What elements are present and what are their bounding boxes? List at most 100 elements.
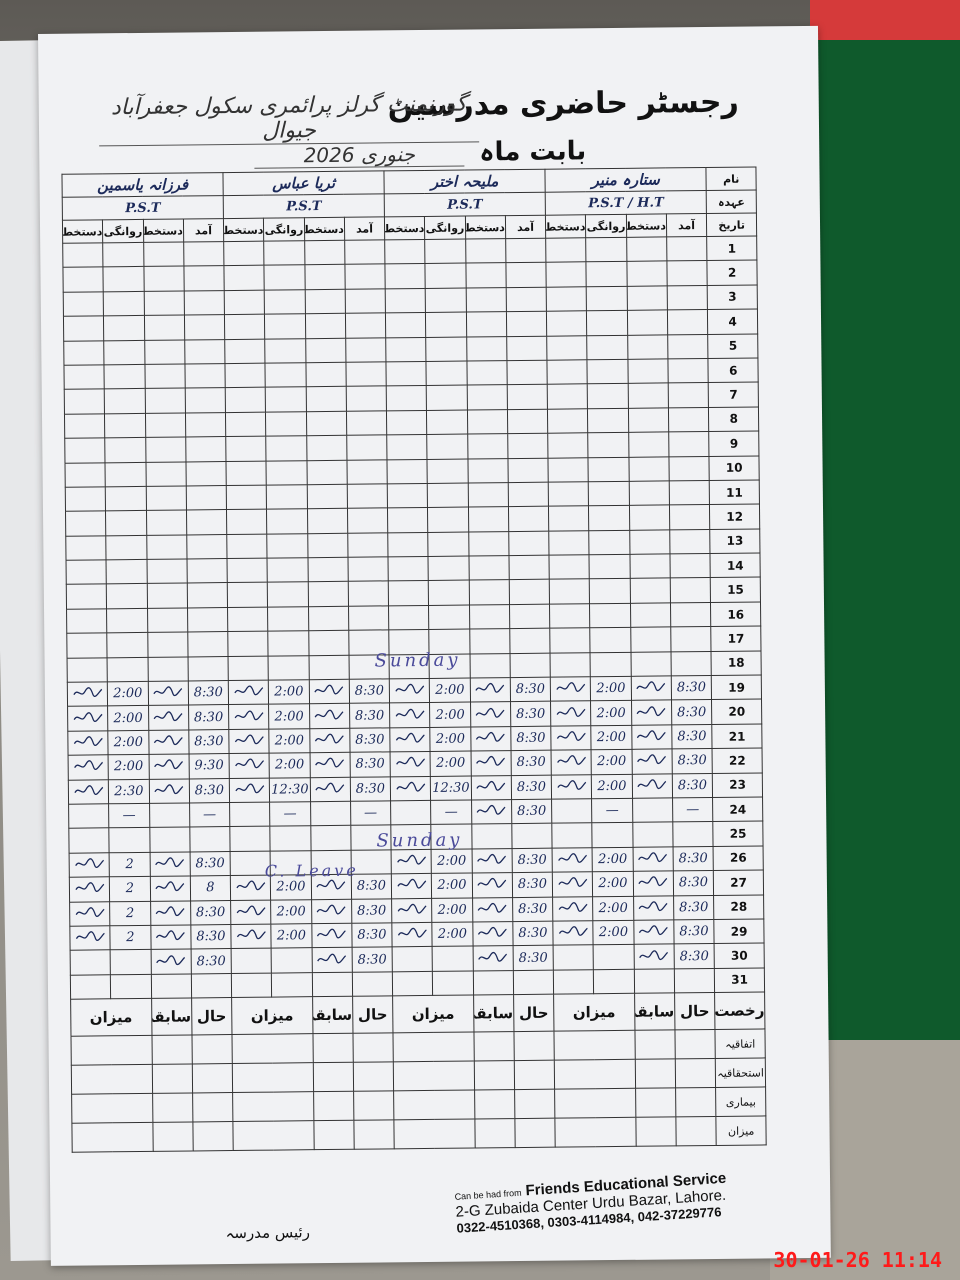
departure-time[interactable]: — xyxy=(430,799,472,825)
departure-time[interactable] xyxy=(104,388,146,414)
departure-signature[interactable] xyxy=(549,554,590,580)
departure-signature[interactable] xyxy=(227,558,268,584)
arrival-signature[interactable] xyxy=(304,264,346,290)
departure-time[interactable] xyxy=(589,603,631,629)
arrival-time[interactable] xyxy=(507,433,549,459)
arrival-time[interactable]: 8:30 xyxy=(671,748,713,774)
departure-signature[interactable] xyxy=(547,432,589,458)
arrival-signature[interactable] xyxy=(311,947,353,973)
arrival-signature[interactable] xyxy=(467,409,508,435)
departure-time[interactable] xyxy=(106,535,147,560)
arrival-time[interactable] xyxy=(345,361,387,387)
departure-time[interactable]: 2:00 xyxy=(270,899,312,925)
arrival-time[interactable] xyxy=(191,973,232,999)
arrival-signature[interactable] xyxy=(629,553,671,579)
departure-signature[interactable] xyxy=(550,725,592,751)
departure-time[interactable] xyxy=(105,437,146,463)
departure-signature[interactable] xyxy=(66,633,108,658)
departure-signature[interactable] xyxy=(224,314,266,340)
departure-signature[interactable] xyxy=(385,263,426,289)
arrival-time[interactable] xyxy=(345,288,386,314)
arrival-signature[interactable] xyxy=(144,388,186,414)
arrival-time[interactable]: 8:30 xyxy=(672,846,714,872)
departure-signature[interactable] xyxy=(65,486,106,512)
arrival-signature[interactable] xyxy=(146,510,187,536)
departure-time[interactable] xyxy=(427,482,469,508)
arrival-time[interactable] xyxy=(670,626,712,652)
arrival-signature[interactable] xyxy=(633,895,674,921)
arrival-time[interactable] xyxy=(346,459,388,485)
arrival-signature[interactable] xyxy=(468,580,510,605)
departure-signature[interactable] xyxy=(67,681,108,707)
departure-time[interactable] xyxy=(427,458,468,484)
summary-cell[interactable] xyxy=(192,1092,233,1123)
summary-cell[interactable] xyxy=(634,1058,676,1089)
departure-signature[interactable] xyxy=(385,288,426,314)
arrival-time[interactable] xyxy=(670,602,711,628)
arrival-time[interactable] xyxy=(344,239,386,265)
arrival-time[interactable] xyxy=(183,290,225,316)
departure-time[interactable] xyxy=(106,608,148,634)
departure-signature[interactable] xyxy=(63,315,105,341)
departure-time[interactable] xyxy=(104,364,145,390)
departure-signature[interactable] xyxy=(226,509,268,535)
arrival-time[interactable] xyxy=(666,260,708,286)
departure-time[interactable]: 12:30 xyxy=(269,777,311,803)
arrival-signature[interactable] xyxy=(306,484,348,510)
summary-cell[interactable] xyxy=(313,1091,354,1121)
departure-time[interactable] xyxy=(586,237,627,263)
departure-time[interactable] xyxy=(426,409,468,435)
departure-signature[interactable] xyxy=(548,481,589,507)
summary-cell[interactable] xyxy=(312,1062,354,1092)
departure-signature[interactable] xyxy=(67,730,109,756)
arrival-time[interactable] xyxy=(183,265,225,291)
arrival-signature[interactable] xyxy=(150,924,191,950)
departure-signature[interactable] xyxy=(548,457,589,483)
departure-time[interactable] xyxy=(426,360,467,386)
summary-cell[interactable] xyxy=(152,1093,193,1123)
arrival-time[interactable]: 8:30 xyxy=(190,948,232,974)
arrival-signature[interactable] xyxy=(626,285,668,311)
arrival-time[interactable] xyxy=(184,314,225,340)
arrival-signature[interactable] xyxy=(311,898,352,924)
summary-cell[interactable] xyxy=(192,1063,233,1094)
arrival-signature[interactable] xyxy=(467,482,509,508)
arrival-time[interactable] xyxy=(670,577,711,603)
departure-time[interactable]: 2:00 xyxy=(592,871,634,897)
arrival-signature[interactable] xyxy=(471,799,512,825)
departure-time[interactable] xyxy=(427,507,469,533)
arrival-time[interactable] xyxy=(347,532,389,558)
departure-signature[interactable] xyxy=(224,338,266,364)
departure-signature[interactable] xyxy=(387,507,429,533)
departure-signature[interactable] xyxy=(389,678,430,704)
arrival-time[interactable] xyxy=(347,508,388,533)
departure-time[interactable] xyxy=(106,559,147,585)
departure-signature[interactable] xyxy=(223,241,265,266)
departure-signature[interactable] xyxy=(229,802,271,827)
departure-signature[interactable] xyxy=(551,823,593,848)
arrival-signature[interactable] xyxy=(471,872,513,898)
departure-signature[interactable] xyxy=(387,458,428,484)
departure-time[interactable] xyxy=(587,334,628,360)
arrival-signature[interactable] xyxy=(146,534,187,560)
arrival-time[interactable]: 8:30 xyxy=(510,750,552,776)
arrival-time[interactable] xyxy=(511,823,553,849)
arrival-signature[interactable] xyxy=(143,290,185,316)
departure-time[interactable] xyxy=(425,263,466,289)
arrival-signature[interactable] xyxy=(309,703,350,729)
departure-time[interactable] xyxy=(267,582,309,607)
arrival-time[interactable]: 8:30 xyxy=(189,778,230,803)
departure-signature[interactable] xyxy=(223,265,265,291)
departure-time[interactable] xyxy=(107,632,148,658)
departure-signature[interactable] xyxy=(547,408,589,434)
arrival-time[interactable] xyxy=(669,480,710,506)
summary-cell[interactable] xyxy=(232,1091,314,1122)
summary-cell[interactable] xyxy=(393,1032,474,1062)
arrival-time[interactable]: 8:30 xyxy=(510,701,551,727)
summary-cell[interactable] xyxy=(473,1031,515,1062)
arrival-time[interactable] xyxy=(668,407,709,433)
arrival-time[interactable] xyxy=(667,358,709,384)
departure-signature[interactable] xyxy=(553,945,594,970)
departure-signature[interactable] xyxy=(229,753,270,779)
arrival-time[interactable]: 8:30 xyxy=(673,895,714,920)
